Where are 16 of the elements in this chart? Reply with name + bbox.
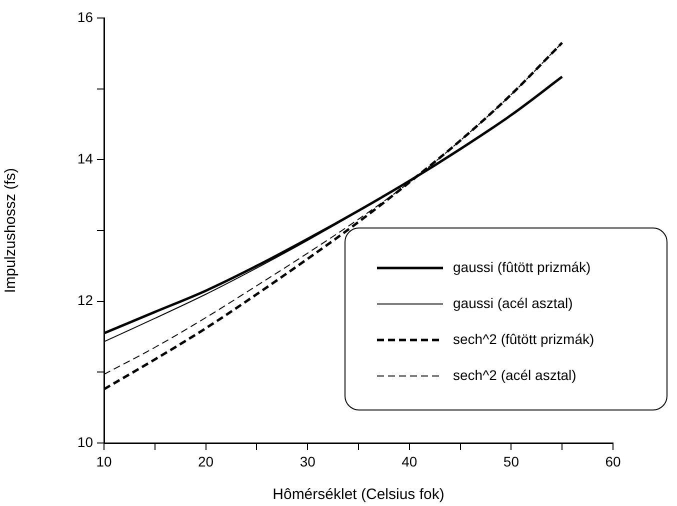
legend-label: gaussi (acél asztal)	[453, 294, 573, 311]
legend-label: gaussi (fûtött prizmák)	[453, 258, 591, 275]
x-tick-label: 50	[503, 453, 520, 470]
y-tick-label: 10	[77, 434, 94, 450]
y-tick-label: 14	[77, 150, 94, 167]
x-tick-label: 40	[402, 453, 418, 470]
x-tick-label: 20	[198, 453, 214, 470]
y-axis-title: Impulzushossz (fs)	[2, 168, 20, 294]
x-tick-label: 10	[96, 453, 112, 470]
y-tick-label: 16	[77, 8, 94, 25]
legend-label: sech^2 (fûtött prizmák)	[453, 330, 594, 347]
legend-label: sech^2 (acél asztal)	[453, 366, 576, 383]
y-tick-label: 12	[77, 292, 94, 308]
x-tick-label: 60	[605, 453, 621, 470]
x-tick-label: 30	[300, 453, 316, 470]
x-axis-title: Hômérséklet (Celsius fok)	[272, 486, 444, 504]
